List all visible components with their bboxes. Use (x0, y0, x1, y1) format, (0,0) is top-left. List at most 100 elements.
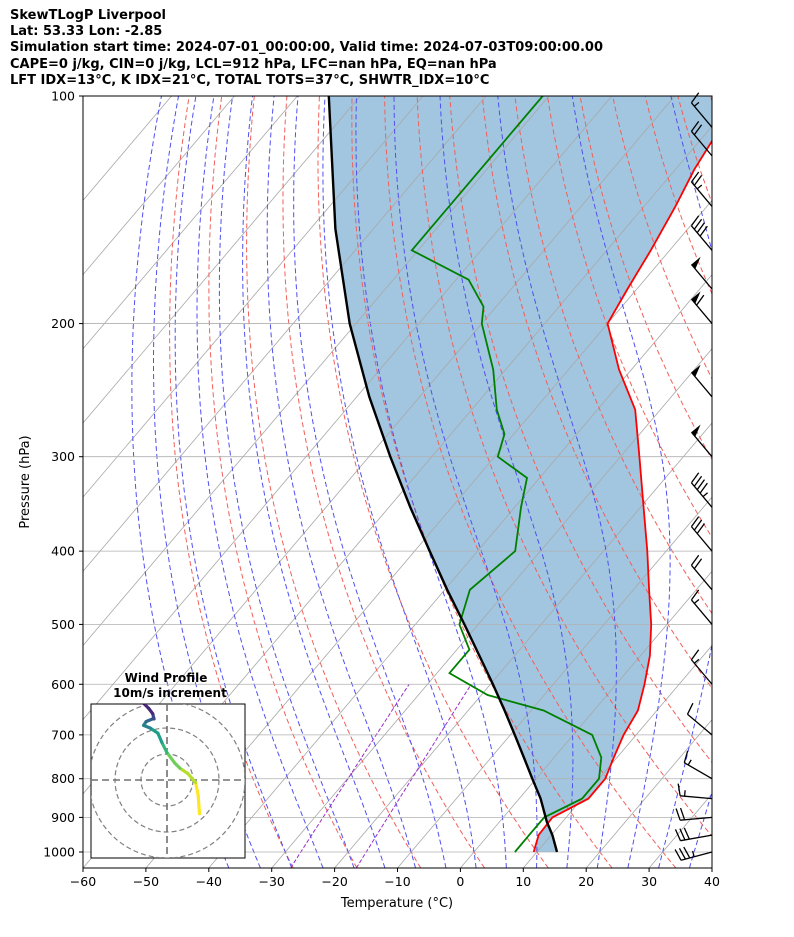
barb-staff (690, 181, 713, 207)
wind-barb (690, 171, 713, 207)
x-tick-label: 30 (641, 874, 657, 889)
barb-half (693, 101, 700, 107)
barb-half (683, 790, 686, 797)
wind-barb (690, 120, 713, 157)
moist-adiabat-line (355, 96, 507, 868)
barb-full (683, 846, 691, 859)
barb-full (693, 124, 703, 136)
barb-half (702, 492, 709, 498)
hodograph-segment (165, 751, 177, 765)
barb-full (679, 807, 686, 820)
barb-full (683, 827, 690, 840)
barb-staff (680, 834, 713, 842)
isotherm-line (522, 644, 712, 868)
wind-barb (690, 256, 713, 290)
chart-header: SkewTLogP Liverpool Lat: 53.33 Lon: -2.8… (10, 8, 603, 89)
wind-barb (690, 516, 713, 552)
barb-full (696, 294, 705, 306)
barb-full (683, 750, 689, 763)
barb-full (699, 482, 708, 494)
barb-full (696, 222, 706, 234)
moist-adiabat-line (174, 96, 293, 868)
x-tick-label: −60 (70, 874, 96, 889)
barb-staff (687, 713, 713, 736)
coordinates-line: Lat: 53.33 Lon: -2.85 (10, 24, 163, 40)
cape-line: CAPE=0 j/kg, CIN=0 j/kg, LCL=912 hPa, LF… (10, 56, 497, 72)
barb-staff (690, 102, 713, 128)
dry-adiabat-line (384, 96, 677, 868)
dry-adiabat-line (317, 96, 549, 868)
barb-full (696, 479, 706, 491)
x-tick-label: −30 (259, 874, 285, 889)
moist-adiabat-line (196, 96, 324, 868)
dry-adiabat-line (416, 96, 712, 837)
barb-flag (691, 364, 701, 377)
dewpoint-profile-line (410, 96, 603, 853)
y-tick-label: 300 (51, 449, 75, 464)
hodograph-segment (194, 780, 200, 798)
wind-barb (677, 783, 713, 800)
barb-full (696, 523, 706, 534)
moist-adiabat-line (571, 96, 671, 868)
x-tick-label: 40 (704, 874, 720, 889)
hodograph-segment (156, 731, 164, 744)
hodograph-subtitle: 10m/s increment (113, 686, 227, 700)
y-tick-label: 500 (51, 617, 75, 632)
barb-flag (691, 424, 701, 437)
x-tick-label: 20 (578, 874, 594, 889)
wind-barb (690, 649, 713, 685)
barb-full (690, 215, 700, 227)
barb-half (687, 759, 692, 766)
dry-adiabat-line (282, 96, 485, 868)
barb-staff (680, 851, 713, 861)
barb-staff (690, 599, 713, 625)
y-tick-label: 600 (51, 677, 75, 692)
barb-full (693, 519, 703, 531)
dry-adiabat-line (169, 96, 294, 868)
y-tick-label: 900 (51, 810, 75, 825)
barb-half (691, 850, 695, 857)
moist-adiabat-line (393, 96, 538, 868)
moist-adiabat-line (242, 96, 386, 868)
dry-adiabat-line (449, 96, 712, 764)
temperature-profile-line (532, 139, 712, 853)
station-title: SkewTLogP Liverpool (10, 8, 166, 23)
barb-staff (680, 816, 713, 821)
parcel-profile-line (327, 96, 559, 853)
wind-barb (690, 291, 713, 324)
barb-full (690, 120, 700, 132)
x-axis-label: Temperature (°C) (340, 896, 453, 911)
hodograph-title: Wind Profile (125, 671, 208, 685)
y-tick-label: 100 (51, 89, 75, 104)
moist-adiabat-line (293, 96, 447, 868)
moist-adiabat-line (720, 96, 794, 868)
dry-adiabat-line (481, 96, 712, 690)
moist-adiabat-line (266, 96, 416, 868)
y-tick-label: 200 (51, 316, 75, 331)
barb-full (693, 218, 703, 230)
x-tick-label: −20 (321, 874, 347, 889)
moist-adiabat-line (658, 96, 712, 868)
time-line: Simulation start time: 2024-07-01_00:00:… (10, 40, 603, 56)
x-tick-label: −10 (384, 874, 410, 889)
dry-adiabat-line (514, 96, 712, 615)
barb-full (693, 175, 703, 186)
isotherm-line (145, 199, 712, 868)
dry-adiabat-line (246, 96, 422, 868)
dry-adiabat-line (743, 96, 794, 868)
isotherm-line (460, 570, 712, 868)
barb-full (674, 829, 682, 841)
wind-barb (675, 807, 713, 821)
hodograph-segment (196, 793, 202, 816)
hodograph-segment (186, 771, 198, 785)
dry-adiabat-line (709, 96, 712, 103)
barb-staff (690, 482, 713, 508)
barb-full (686, 702, 694, 715)
barb-full (679, 828, 686, 841)
isotherm-line (83, 96, 424, 498)
moist-adiabat-line (218, 96, 355, 868)
barb-staff (690, 659, 713, 685)
barb-full (677, 783, 681, 796)
y-tick-label: 700 (51, 727, 75, 742)
